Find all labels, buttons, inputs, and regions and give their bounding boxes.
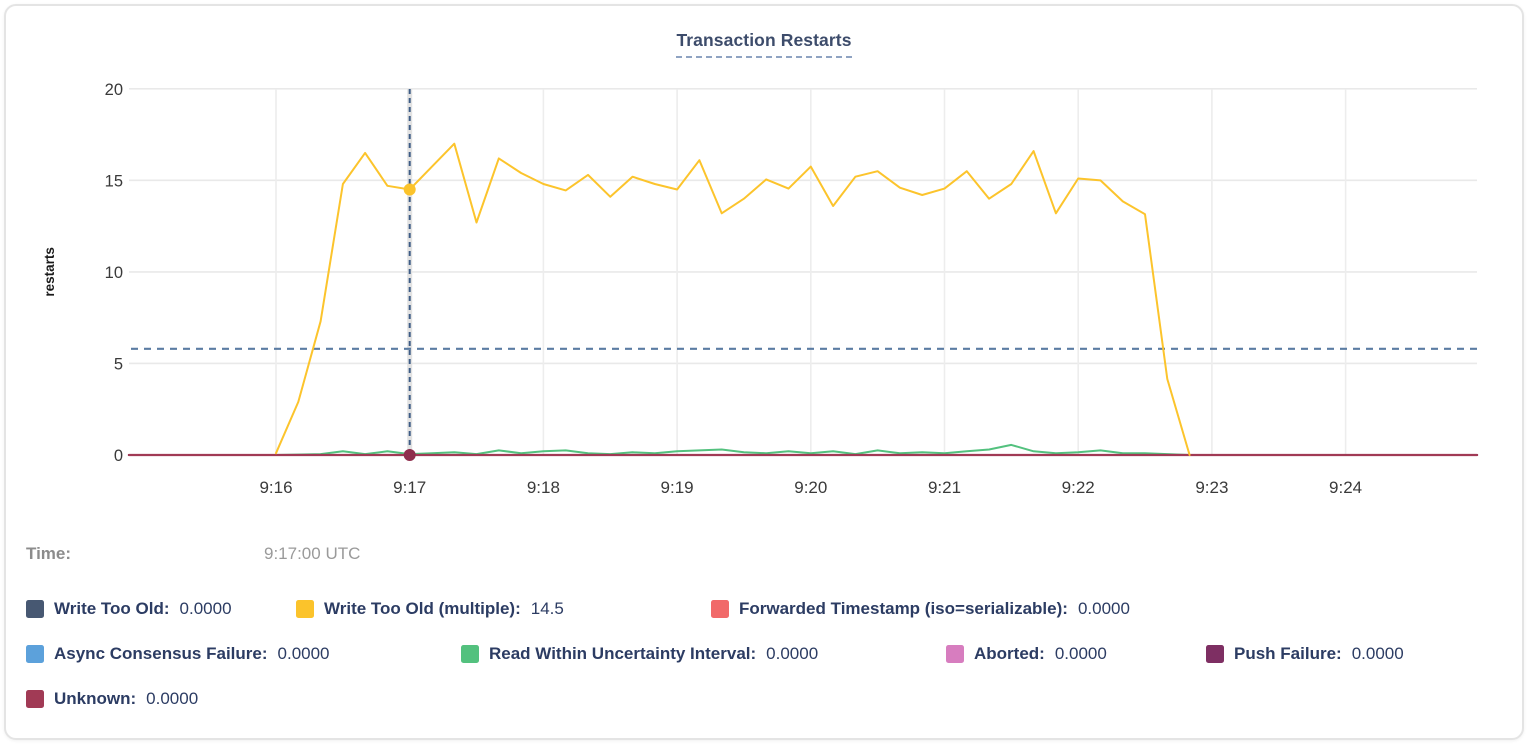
legend-swatch bbox=[946, 645, 964, 663]
chart-card: Transaction Restarts 0 5 10 15 20 9:16 9:17 9:1… bbox=[4, 4, 1524, 740]
legend-swatch bbox=[26, 600, 44, 618]
chart-title-wrap: Transaction Restarts bbox=[6, 30, 1522, 58]
legend-swatch bbox=[1206, 645, 1224, 663]
legend-swatch bbox=[26, 690, 44, 708]
legend-label: Write Too Old (multiple): bbox=[324, 599, 521, 618]
legend-value: 0.0000 bbox=[1077, 599, 1130, 618]
series-line bbox=[275, 443, 1191, 456]
legend-item: Read Within Uncertainty Interval: 0.0000 bbox=[461, 644, 946, 664]
legend-value: 0.0000 bbox=[766, 644, 819, 663]
y-tick-label: 15 bbox=[105, 172, 123, 190]
x-tick-label: 9:23 bbox=[1195, 478, 1228, 497]
legend-value: 14.5 bbox=[530, 599, 564, 618]
y-axis-label: restarts bbox=[42, 247, 57, 297]
legend-item: Write Too Old: 0.0000 bbox=[26, 599, 296, 619]
legend-value: 0.0000 bbox=[1054, 644, 1107, 663]
x-tick-label: 9:20 bbox=[794, 478, 827, 497]
legend-label: Read Within Uncertainty Interval: bbox=[489, 644, 757, 663]
y-tick-label: 5 bbox=[114, 355, 123, 373]
legend-item: Push Failure: 0.0000 bbox=[1206, 644, 1404, 664]
x-tick-label: 9:18 bbox=[527, 478, 560, 497]
hover-dot bbox=[403, 183, 416, 196]
legend-value: 0.0000 bbox=[1351, 644, 1404, 663]
legend-value: 0.0000 bbox=[277, 644, 330, 663]
x-tick-label: 9:22 bbox=[1062, 478, 1095, 497]
x-tick-label: 9:16 bbox=[259, 478, 292, 497]
time-value: 9:17:00 UTC bbox=[264, 544, 361, 563]
legend-row-1: Write Too Old: 0.0000 Write Too Old (mul… bbox=[26, 595, 1130, 623]
legend-swatch bbox=[296, 600, 314, 618]
legend-swatch bbox=[461, 645, 479, 663]
x-tick-label: 9:24 bbox=[1329, 478, 1362, 497]
chart-svg[interactable]: 0 5 10 15 20 9:16 9:17 9:18 9:19 9:20 9:21 9:22 9:23… bbox=[6, 6, 1528, 518]
y-tick-label: 20 bbox=[105, 81, 123, 99]
legend-swatch bbox=[26, 645, 44, 663]
hover-dot bbox=[403, 449, 416, 461]
legend-label: Push Failure: bbox=[1234, 644, 1342, 663]
legend-row-3: Unknown: 0.0000 bbox=[26, 685, 198, 713]
legend-row-2: Async Consensus Failure: 0.0000 Read Wit… bbox=[26, 640, 1404, 668]
chart-title[interactable]: Transaction Restarts bbox=[676, 30, 852, 58]
legend-item: Unknown: 0.0000 bbox=[26, 689, 198, 709]
legend-swatch bbox=[711, 600, 729, 618]
legend-value: 0.0000 bbox=[179, 599, 232, 618]
legend-label: Aborted: bbox=[974, 644, 1045, 663]
time-label: Time: bbox=[26, 544, 72, 563]
y-tick-label: 0 bbox=[114, 447, 123, 465]
legend-label: Unknown: bbox=[54, 689, 137, 708]
legend-label: Forwarded Timestamp (iso=serializable): bbox=[739, 599, 1068, 618]
x-tick-label: 9:21 bbox=[928, 478, 961, 497]
legend-label: Write Too Old: bbox=[54, 599, 170, 618]
legend-value: 0.0000 bbox=[146, 689, 199, 708]
legend-item: Async Consensus Failure: 0.0000 bbox=[26, 644, 461, 664]
legend-item: Write Too Old (multiple): 14.5 bbox=[296, 599, 711, 619]
legend-item: Aborted: 0.0000 bbox=[946, 644, 1206, 664]
legend-item: Forwarded Timestamp (iso=serializable): … bbox=[711, 599, 1130, 619]
x-tick-label: 9:17 bbox=[393, 478, 426, 497]
x-tick-label: 9:19 bbox=[661, 478, 694, 497]
series-line bbox=[275, 142, 1191, 456]
hover-time-row: Time: 9:17:00 UTC bbox=[26, 544, 726, 568]
legend-label: Async Consensus Failure: bbox=[54, 644, 268, 663]
y-tick-label: 10 bbox=[105, 264, 123, 282]
